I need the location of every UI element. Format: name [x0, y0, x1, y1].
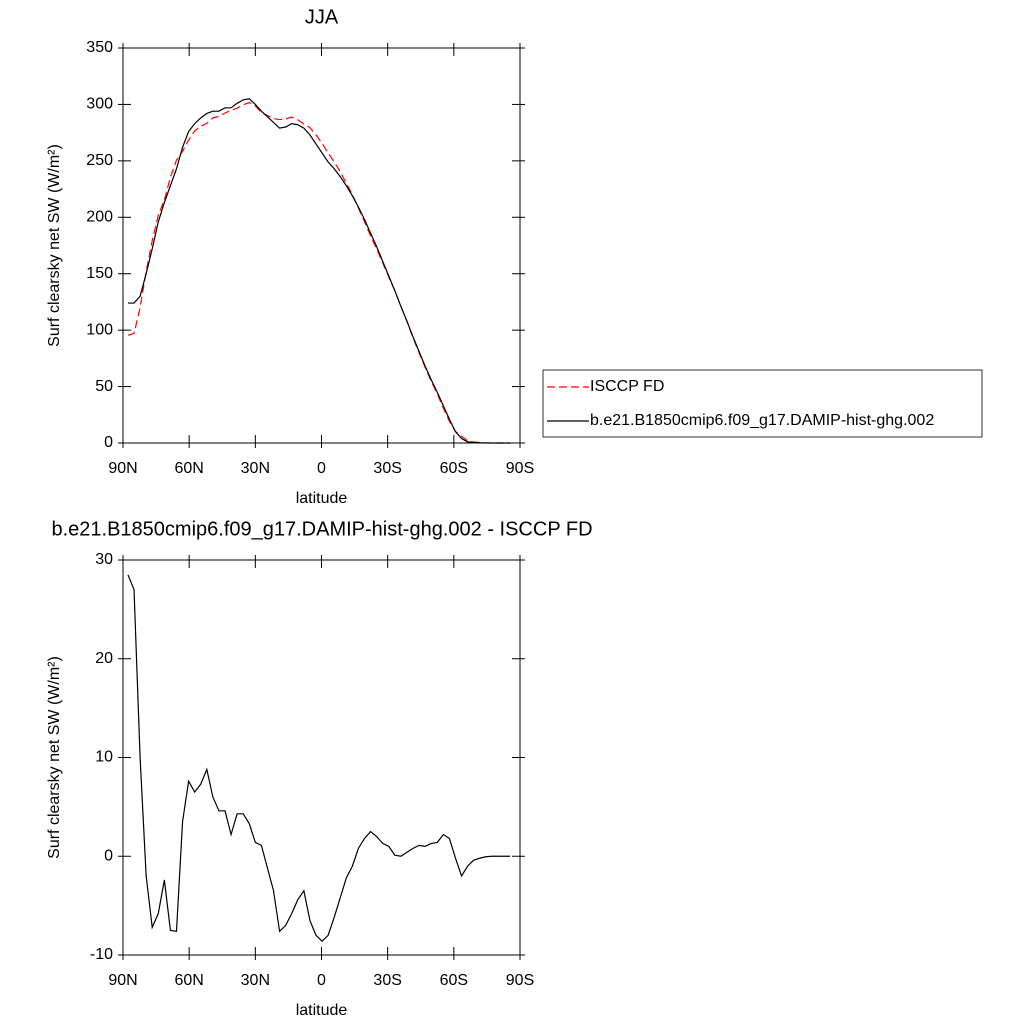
y-axis-label: Surf clearsky net SW (W/m²)	[46, 656, 63, 859]
y-tick-label: 100	[86, 321, 113, 338]
x-axis-label: latitude	[296, 1002, 348, 1019]
x-tick-label: 30S	[373, 972, 401, 989]
x-tick-label: 90S	[506, 460, 534, 477]
data-line	[127, 574, 511, 943]
y-tick-label: 300	[86, 96, 113, 113]
y-tick-label: 350	[86, 39, 113, 56]
data-line	[127, 98, 511, 444]
plot-frame	[122, 559, 521, 956]
x-tick-label: 90S	[506, 972, 534, 989]
y-tick-label: 0	[104, 434, 113, 451]
x-tick-label: 60N	[174, 460, 203, 477]
y-tick-label: 20	[95, 650, 113, 667]
x-tick-label: 60S	[440, 460, 468, 477]
legend-box	[542, 369, 983, 438]
x-tick-label: 0	[317, 972, 326, 989]
y-tick-label: -10	[90, 946, 113, 963]
x-axis-label: latitude	[296, 490, 348, 507]
plot-frame	[122, 47, 521, 444]
y-tick-label: 10	[95, 749, 113, 766]
y-tick-label: 0	[104, 847, 113, 864]
y-tick-label: 200	[86, 209, 113, 226]
x-tick-label: 30S	[373, 460, 401, 477]
x-tick-label: 90N	[108, 972, 137, 989]
x-tick-label: 60N	[174, 972, 203, 989]
legend-label: ISCCP FD	[590, 378, 664, 395]
chart-title: b.e21.B1850cmip6.f09_g17.DAMIP-hist-ghg.…	[51, 518, 592, 540]
x-tick-label: 60S	[440, 972, 468, 989]
legend-label: b.e21.B1850cmip6.f09_g17.DAMIP-hist-ghg.…	[590, 412, 934, 429]
data-line	[127, 101, 511, 444]
y-tick-label: 250	[86, 152, 113, 169]
y-tick-label: 50	[95, 378, 113, 395]
y-axis-label: Surf clearsky net SW (W/m²)	[46, 144, 63, 347]
x-tick-label: 90N	[108, 460, 137, 477]
chart-title: JJA	[305, 6, 339, 28]
x-tick-label: 30N	[241, 972, 270, 989]
x-tick-label: 30N	[241, 460, 270, 477]
y-tick-label: 30	[95, 551, 113, 568]
x-tick-label: 0	[317, 460, 326, 477]
y-tick-label: 150	[86, 265, 113, 282]
